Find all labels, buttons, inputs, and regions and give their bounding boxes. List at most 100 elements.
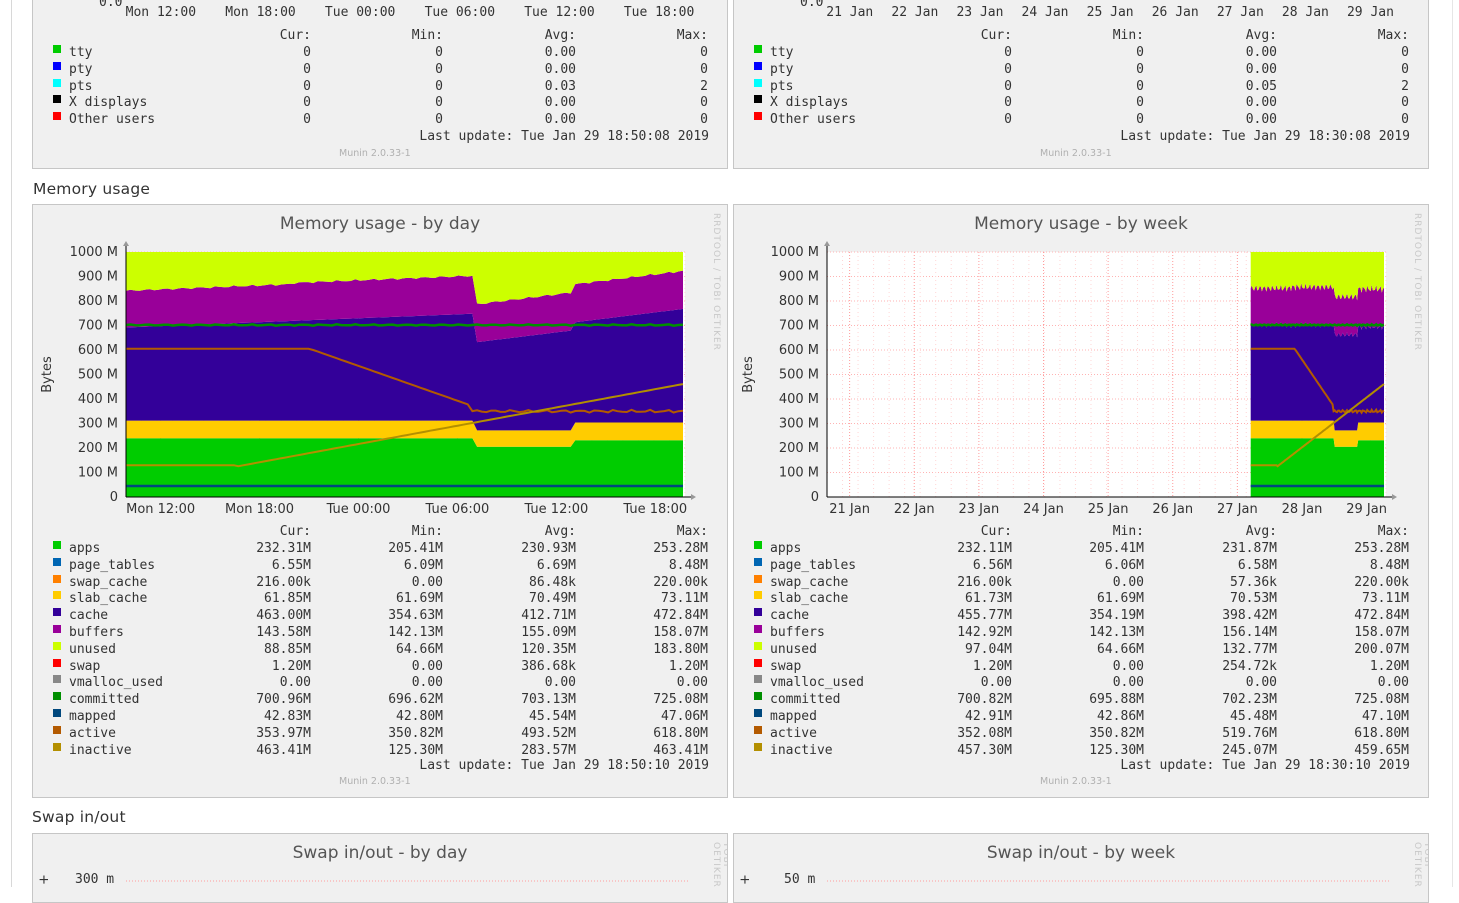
legend-label: pts [770,78,794,94]
legend-value-avg: 230.93M [521,541,576,556]
legend-value-max: 0.00 [1377,675,1409,691]
legend-label: swap [69,658,101,674]
legend-value-max: 8.48M [1369,557,1409,573]
legend-label: cache [69,608,109,624]
legend-value-avg: 45.54M [529,709,576,724]
legend-value-max: 618.80M [1354,725,1409,741]
memory-day-line-inactive [126,383,684,468]
memory-week-legend-row-apps: apps 232.11M 205.41M 231.87M 253.28M [734,541,1428,558]
swap-week-grid [827,880,1390,882]
legend-value-avg: 493.52M [521,725,576,741]
legend-value-max: 472.84M [1354,608,1409,624]
legend-value-cur: 232.31M [256,541,311,556]
users-week-legend-row-pty: pty 0 0 0.00 0 [734,61,1428,79]
users-day-legend-row-pty: pty 0 0 0.00 0 [33,61,727,79]
legend-value-avg: 0.00 [544,45,576,60]
legend-value-cur: 142.92M [957,625,1012,640]
legend-label: tty [69,45,93,60]
legend-value-min: 64.66M [396,641,443,657]
legend-value-max: 0 [700,61,708,77]
legend-value-min: 125.30M [1089,742,1144,758]
legend-value-cur: 1.20M [271,658,311,674]
memory-week-legend-row-active: active 352.08M 350.82M 519.76M 618.80M [734,725,1428,743]
swap-day-panel[interactable]: Swap in/out - by day RRDTOOL / TOBI OETI… [32,833,728,903]
memory-day-graph-title: Memory usage - by day [279,214,481,234]
legend-label: vmalloc_used [770,675,864,691]
legend-swatch-tty [53,45,61,53]
legend-value-max: 0 [1401,45,1409,60]
memory-week-y-tick-label: 0 [811,490,819,505]
memory-week-x-axis-arrow [1392,494,1397,500]
legend-label: inactive [770,742,833,758]
memory-week-y-tick-label: 700 M [779,319,819,334]
legend-value-max: 253.28M [1354,541,1409,556]
memory-day-legend-row-buffers: buffers 143.58M 142.13M 155.09M 158.07M [33,625,727,642]
legend-value-min: 0 [1136,61,1144,77]
legend-label: page_tables [770,557,857,573]
legend-value-min: 142.13M [388,625,443,640]
legend-value-avg: 45.48M [1230,709,1277,724]
legend-value-avg: 0.00 [1245,45,1277,60]
legend-value-avg: 412.71M [521,608,576,624]
users-week-x-tick-label: 27 Jan [1216,5,1264,20]
users-day-legend-row-x_displays: X displays 0 0 0.00 0 [33,95,727,112]
legend-label: Other users [69,112,156,128]
memory-day-last-update: Last update: Tue Jan 29 18:50:10 2019 [419,758,709,773]
users-week-last-update: Last update: Tue Jan 29 18:30:08 2019 [1120,129,1410,144]
legend-value-avg: 132.77M [1222,641,1277,657]
memory-week-y-tick-label: 100 M [779,466,819,481]
memory-week-legend-row-inactive: inactive 457.30M 125.30M 245.07M 459.65M [734,742,1428,760]
memory-week-y-tick-label: 500 M [779,368,819,383]
users-day-panel[interactable]: 0.0 Mon 12:00 Mon 18:00 Tue 00:00 Tue 06:00… [32,0,728,169]
memory-week-y-axis-label: Bytes [741,356,756,393]
legend-swatch-page_tables [53,557,61,566]
memory-day-legend-row-active: active 353.97M 350.82M 493.52M 618.80M [33,725,727,743]
legend-value-avg: 254.72k [1222,658,1277,674]
memory-day-y-tick-label: 1000 M [70,245,118,260]
legend-value-min: 0 [435,78,443,94]
legend-value-min: 6.09M [403,557,443,573]
legend-value-avg: 0.00 [544,61,576,77]
legend-value-cur: 0 [303,78,311,94]
memory-day-y-axis-label: Bytes [40,356,55,393]
legend-value-avg: 0.05 [1245,78,1277,94]
legend-swatch-unused [754,641,762,650]
legend-value-max: 220.00k [1354,574,1409,590]
legend-value-avg: 283.57M [521,742,576,758]
legend-value-min: 42.80M [396,709,443,724]
legend-value-min: 205.41M [1089,541,1144,556]
legend-value-min: 0 [435,61,443,77]
legend-value-cur: 1.20M [972,658,1012,674]
memory-week-panel[interactable]: Memory usage - by week RRDTOOL / TOBI OE… [733,204,1429,798]
legend-value-min: 0.00 [1112,675,1144,691]
legend-value-cur: 353.97M [256,725,311,741]
users-week-y-top-label: 0.0 [800,0,824,10]
legend-value-max: 158.07M [653,625,708,640]
legend-value-avg: 120.35M [521,641,576,657]
memory-week-area-apps [1250,438,1384,497]
legend-swatch-x_displays [53,95,61,104]
memory-week-munin-version: Munin 2.0.33-1 [1040,776,1112,787]
page-left-border [11,0,12,887]
legend-value-min: 0.00 [411,574,443,590]
legend-swatch-swap [53,658,61,667]
users-week-legend-header-max: Max: [1377,28,1409,43]
swap-week-y-top-label: 50 m [784,872,816,887]
legend-swatch-vmalloc_used [53,675,61,684]
swap-day-grid [126,880,689,882]
memory-week-legend-header-min: Min: [1112,524,1144,539]
users-week-panel[interactable]: 0.0 21 Jan 22 Jan 23 Jan 24 Jan 25 Jan 26 Jan… [733,0,1429,169]
legend-label: unused [69,641,116,657]
legend-label: page_tables [69,557,156,573]
memory-day-legend-row-inactive: inactive 463.41M 125.30M 283.57M 463.41M [33,742,727,760]
legend-swatch-unused [53,641,61,650]
swap-week-panel[interactable]: Swap in/out - by week RRDTOOL / TOBI OET… [733,833,1429,903]
users-day-legend-header-min: Min: [411,28,443,43]
legend-value-cur: 0 [1004,61,1012,77]
memory-week-y-tick-label: 200 M [779,441,819,456]
legend-value-cur: 0 [1004,112,1012,128]
legend-swatch-swap_cache [53,574,61,583]
users-day-x-tick-label: Tue 18:00 [623,5,695,20]
memory-day-y-tick-label: 800 M [78,294,118,309]
memory-day-panel[interactable]: Memory usage - by day RRDTOOL / TOBI OET… [32,204,728,798]
